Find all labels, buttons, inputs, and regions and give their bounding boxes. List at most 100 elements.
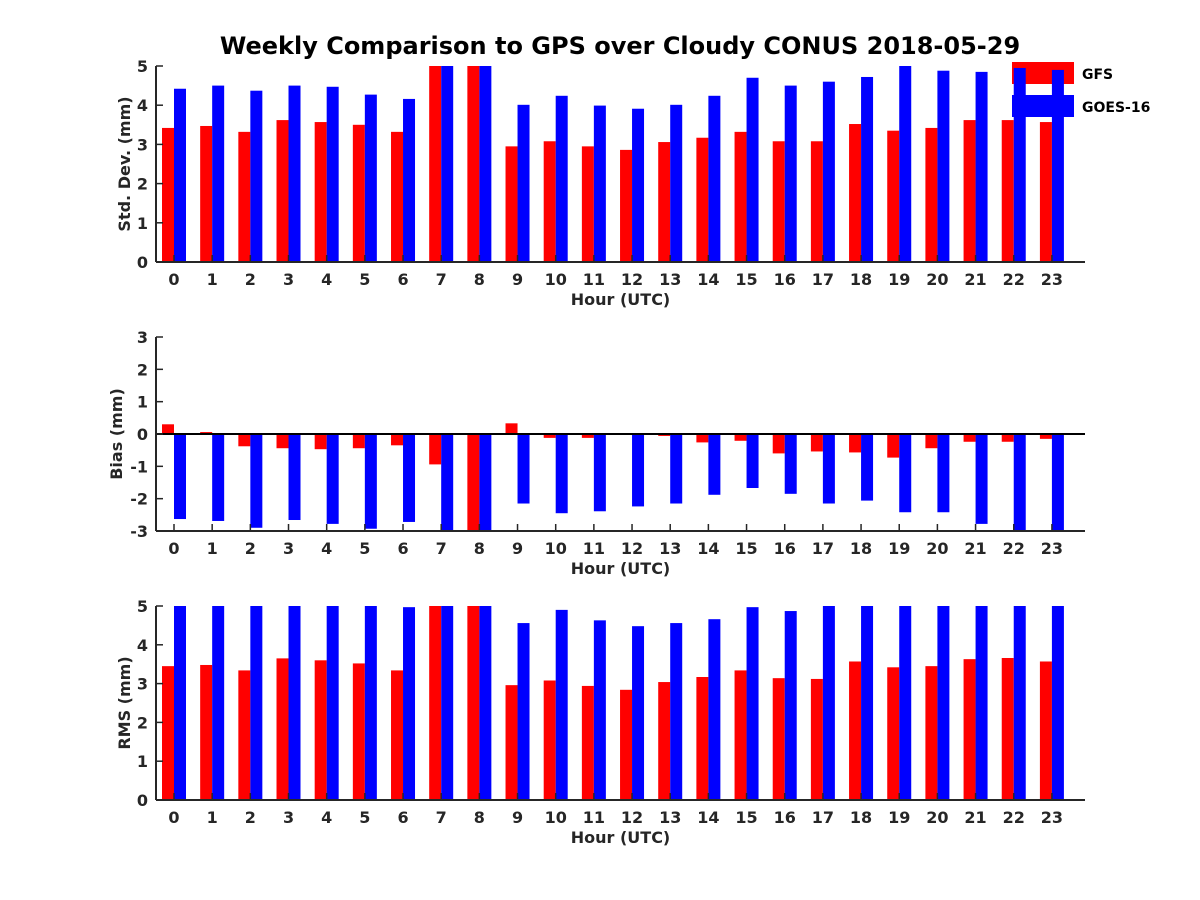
rms-xtick-label: 20 <box>926 808 948 827</box>
std-dev-bar-gfs-2 <box>238 131 251 262</box>
legend-label-goes16: GOES-16 <box>1082 100 1150 116</box>
bias-bar-gfs-23 <box>1039 434 1052 439</box>
rms-xtick-label: 14 <box>697 808 719 827</box>
bias-bar-gfs-2 <box>238 434 251 447</box>
std-dev-bar-goes16-18 <box>861 76 874 262</box>
rms-ytick-label: 0 <box>137 791 148 810</box>
rms-bar-gfs-7 <box>429 606 442 800</box>
rms-bar-goes16-22 <box>1013 606 1026 800</box>
rms-bar-goes16-1 <box>212 606 225 800</box>
rms-bar-goes16-21 <box>975 606 988 800</box>
std-dev-xtick-label: 7 <box>436 270 447 289</box>
bias-bar-gfs-17 <box>810 434 823 452</box>
bias-bar-gfs-6 <box>391 434 404 446</box>
bias-bar-gfs-18 <box>849 434 862 453</box>
rms-ytick-label: 5 <box>137 597 148 616</box>
chart-title: Weekly Comparison to GPS over Cloudy CON… <box>220 32 1020 60</box>
bias-bar-goes16-8 <box>479 434 492 531</box>
std-dev-xlabel: Hour (UTC) <box>571 290 671 309</box>
rms-ytick-label: 2 <box>137 713 148 732</box>
std-dev-bar-gfs-5 <box>352 124 365 262</box>
rms-bar-gfs-15 <box>734 670 747 800</box>
rms-bar-gfs-6 <box>391 670 404 800</box>
std-dev-bar-goes16-16 <box>784 85 797 262</box>
rms-bar-goes16-20 <box>937 606 950 800</box>
legend-label-gfs: GFS <box>1082 67 1113 83</box>
std-dev-ytick-label: 3 <box>137 135 148 154</box>
bias-bar-goes16-10 <box>555 434 568 514</box>
std-dev-xtick-label: 15 <box>735 270 757 289</box>
std-dev-xtick-label: 23 <box>1041 270 1063 289</box>
rms-bar-gfs-5 <box>352 663 365 800</box>
std-dev-xtick-label: 16 <box>774 270 796 289</box>
std-dev-xtick-label: 14 <box>697 270 719 289</box>
bias-bar-goes16-3 <box>288 434 301 521</box>
std-dev-ytick-label: 5 <box>137 57 148 76</box>
bias-xtick-label: 8 <box>474 539 485 558</box>
bias-xtick-label: 9 <box>512 539 523 558</box>
rms-bar-goes16-19 <box>899 606 912 800</box>
bias-xtick-label: 17 <box>812 539 834 558</box>
std-dev-xtick-label: 21 <box>964 270 986 289</box>
rms-bar-goes16-9 <box>517 623 530 800</box>
std-dev-xtick-label: 9 <box>512 270 523 289</box>
rms-bar-goes16-12 <box>632 626 645 800</box>
std-dev-bar-gfs-13 <box>658 142 671 262</box>
std-dev-bar-gfs-11 <box>581 146 594 262</box>
std-dev-bar-goes16-6 <box>403 98 416 262</box>
std-dev-bar-gfs-19 <box>887 130 900 262</box>
rms-xtick-label: 3 <box>283 808 294 827</box>
rms-bar-goes16-16 <box>784 611 797 800</box>
rms-xtick-label: 17 <box>812 808 834 827</box>
std-dev-bar-gfs-14 <box>696 137 709 262</box>
std-dev-bar-gfs-18 <box>849 124 862 263</box>
std-dev-bar-goes16-20 <box>937 70 950 262</box>
bias-bar-goes16-9 <box>517 434 530 504</box>
rms-bar-gfs-20 <box>925 666 938 800</box>
std-dev-bar-goes16-23 <box>1051 69 1064 262</box>
std-dev-bar-gfs-8 <box>467 66 480 262</box>
bias-ytick-label: 2 <box>137 360 148 379</box>
bias-xtick-label: 2 <box>245 539 256 558</box>
rms-bar-gfs-2 <box>238 670 251 800</box>
bias-xtick-label: 3 <box>283 539 294 558</box>
bias-bar-goes16-7 <box>441 434 454 531</box>
std-dev-bar-goes16-14 <box>708 95 721 263</box>
std-dev-bar-goes16-13 <box>670 104 683 262</box>
bias-xtick-label: 19 <box>888 539 910 558</box>
rms-bar-gfs-21 <box>963 659 976 800</box>
std-dev-bar-gfs-17 <box>810 141 823 262</box>
rms-bar-goes16-2 <box>250 606 263 800</box>
std-dev-bar-gfs-3 <box>276 120 289 262</box>
rms-bar-goes16-11 <box>593 620 606 800</box>
bias-bar-gfs-7 <box>429 434 442 465</box>
std-dev-bar-goes16-15 <box>746 77 759 262</box>
rms-bar-gfs-0 <box>162 666 174 800</box>
std-dev-xtick-label: 3 <box>283 270 294 289</box>
rms-xtick-label: 22 <box>1003 808 1025 827</box>
bias-ytick-label: 0 <box>137 425 148 444</box>
bias-bar-gfs-10 <box>543 434 556 438</box>
bias-bar-goes16-6 <box>403 434 416 522</box>
std-dev-bar-goes16-5 <box>364 94 377 262</box>
std-dev-bar-gfs-15 <box>734 131 747 262</box>
std-dev-xtick-label: 19 <box>888 270 910 289</box>
rms-xtick-label: 0 <box>168 808 179 827</box>
rms-xtick-label: 5 <box>359 808 370 827</box>
std-dev-bar-goes16-19 <box>899 66 912 262</box>
bias-bar-goes16-2 <box>250 434 263 528</box>
rms-xtick-label: 2 <box>245 808 256 827</box>
bias-bar-goes16-22 <box>1013 434 1026 531</box>
rms-bar-goes16-10 <box>555 609 568 800</box>
bias-bar-goes16-0 <box>174 434 186 520</box>
bias-xtick-label: 7 <box>436 539 447 558</box>
std-dev-bar-goes16-8 <box>479 66 492 262</box>
rms-bar-goes16-5 <box>364 606 377 800</box>
bias-bar-goes16-13 <box>670 434 683 504</box>
rms-bar-gfs-1 <box>200 664 213 800</box>
std-dev-xtick-label: 6 <box>397 270 408 289</box>
std-dev-xtick-label: 8 <box>474 270 485 289</box>
